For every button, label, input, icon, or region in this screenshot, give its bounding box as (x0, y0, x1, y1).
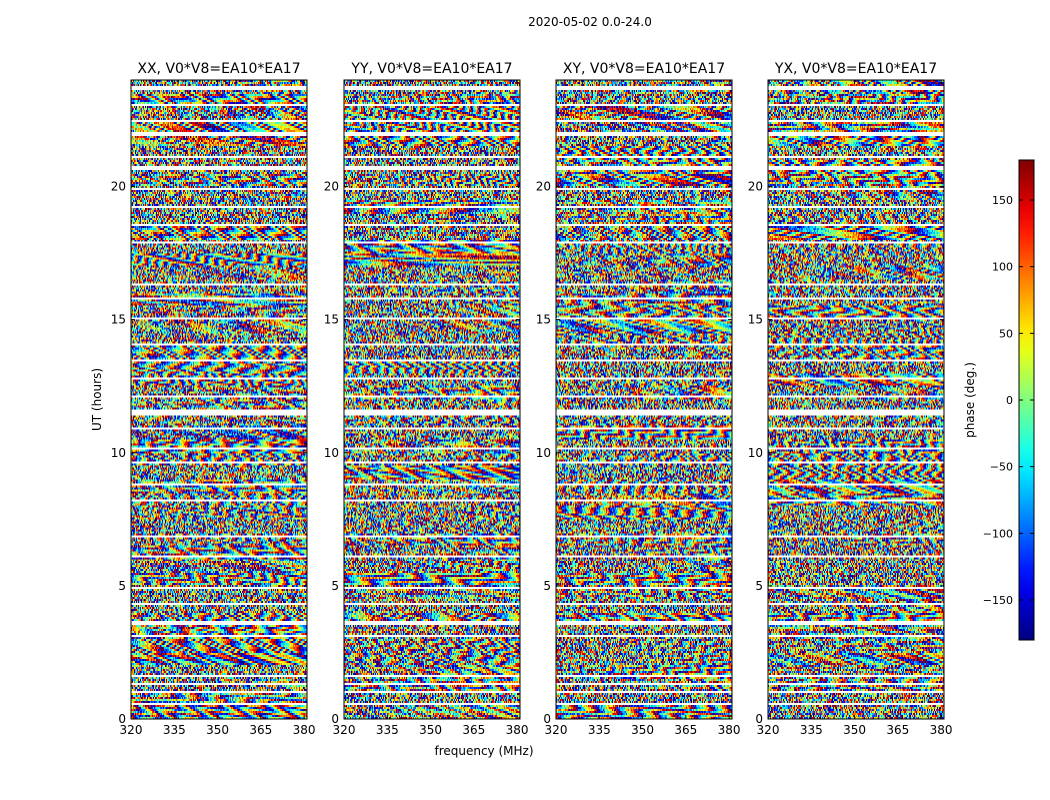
y-tick-label: 20 (536, 180, 551, 194)
panel-title: XX, V0*V8=EA10*EA17 (137, 61, 300, 77)
colorbar-tick-label: 50 (999, 327, 1013, 340)
x-tick-label: 380 (293, 723, 316, 737)
panel-4: YX, V0*V8=EA10*EA17 320 335 350 365 380 0 5 10 15… (748, 61, 953, 737)
x-tick-label: 320 (545, 723, 568, 737)
x-tick-label: 335 (588, 723, 611, 737)
y-tick-label: 0 (543, 712, 551, 726)
y-axis-label: UT (hours) (90, 368, 104, 431)
y-tick-label: 15 (324, 313, 339, 327)
x-tick-label: 365 (462, 723, 485, 737)
y-tick-label: 10 (324, 446, 339, 460)
y-tick-label: 5 (331, 579, 339, 593)
colorbar: −150 −100 −50 0 50 100 150 phase (deg.) (963, 159, 1035, 641)
figure-suptitle: 2020-05-02 0.0-24.0 (528, 15, 652, 29)
x-tick-label: 365 (674, 723, 697, 737)
y-tick-label: 20 (111, 180, 126, 194)
colorbar-label: phase (deg.) (963, 362, 977, 438)
y-tick-label: 10 (111, 446, 126, 460)
panel-title: YX, V0*V8=EA10*EA17 (774, 61, 937, 77)
x-tick-label: 380 (506, 723, 529, 737)
panel-2: YY, V0*V8=EA10*EA17 320 335 350 365 380 0 5 10 15… (324, 61, 534, 758)
colorbar-tick-label: 0 (1006, 394, 1013, 407)
x-tick-label: 335 (376, 723, 399, 737)
x-tick-label: 350 (843, 723, 866, 737)
phase-heatmap (556, 80, 732, 719)
y-tick-label: 20 (748, 180, 763, 194)
x-tick-label: 335 (163, 723, 186, 737)
y-tick-label: 10 (748, 446, 763, 460)
y-tick-label: 10 (536, 446, 551, 460)
x-tick-label: 365 (249, 723, 272, 737)
x-tick-label: 365 (886, 723, 909, 737)
x-tick-label: 350 (631, 723, 654, 737)
panel-title: XY, V0*V8=EA10*EA17 (563, 61, 725, 77)
colorbar-tick-label: −150 (983, 594, 1013, 607)
y-tick-label: 5 (118, 579, 126, 593)
colorbar-tick-label: −50 (990, 461, 1013, 474)
axes-frame (555, 79, 733, 720)
panel-3: XY, V0*V8=EA10*EA17 320 335 350 365 380 0 5 10 15… (536, 61, 741, 737)
x-tick-label: 350 (419, 723, 442, 737)
colorbar-tick-label: 100 (992, 261, 1013, 274)
y-tick-label: 15 (748, 313, 763, 327)
y-tick-label: 0 (755, 712, 763, 726)
x-tick-label: 320 (757, 723, 780, 737)
y-tick-label: 20 (324, 180, 339, 194)
x-axis-label: frequency (MHz) (434, 744, 533, 758)
x-tick-label: 380 (718, 723, 741, 737)
y-tick-label: 15 (111, 313, 126, 327)
phase-heatmap (131, 80, 307, 719)
x-tick-label: 350 (206, 723, 229, 737)
x-tick-label: 320 (333, 723, 356, 737)
colorbar-tick-label: −100 (983, 527, 1013, 540)
panels-group: XX, V0*V8=EA10*EA17 320 335 350 365 380 0 5 10 15… (90, 61, 953, 758)
axes-frame (343, 79, 521, 720)
colorbar-tick-label: 150 (992, 194, 1013, 207)
y-tick-label: 0 (331, 712, 339, 726)
axes-frame (767, 79, 945, 720)
phase-heatmap (344, 80, 520, 719)
axes-frame (130, 79, 308, 720)
panel-1: XX, V0*V8=EA10*EA17 320 335 350 365 380 0 5 10 15… (90, 61, 316, 737)
x-tick-label: 320 (120, 723, 143, 737)
y-tick-label: 15 (536, 313, 551, 327)
phase-heatmap (768, 80, 944, 719)
x-tick-label: 380 (930, 723, 953, 737)
x-tick-label: 335 (800, 723, 823, 737)
y-tick-label: 0 (118, 712, 126, 726)
y-tick-label: 5 (543, 579, 551, 593)
panel-title: YY, V0*V8=EA10*EA17 (350, 61, 512, 77)
y-tick-label: 5 (755, 579, 763, 593)
